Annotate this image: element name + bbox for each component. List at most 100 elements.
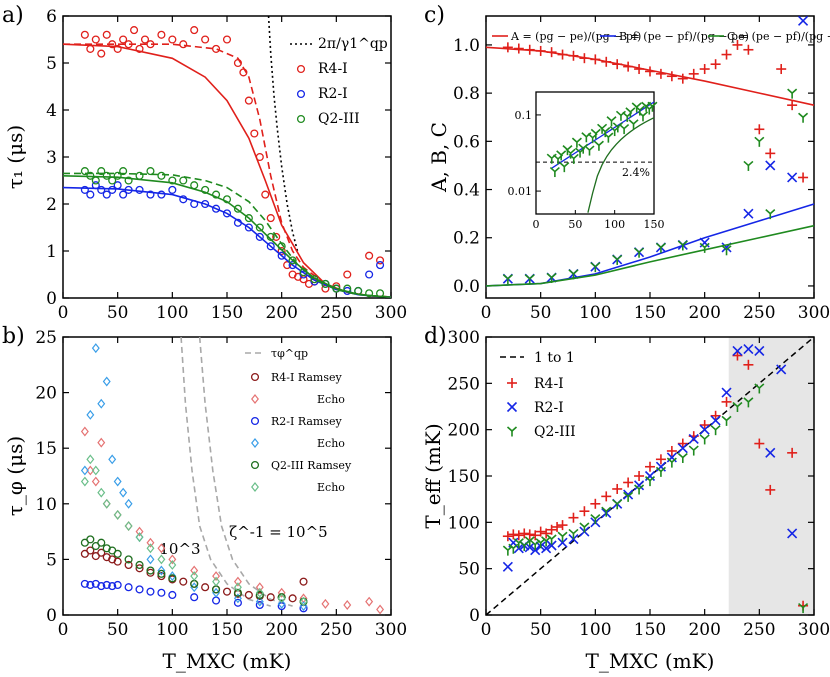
data-point xyxy=(168,554,177,565)
data-point-circle xyxy=(190,181,199,190)
data-point xyxy=(168,176,177,185)
data-point xyxy=(299,270,308,279)
data-point xyxy=(365,289,374,298)
inset-point-arm1 xyxy=(634,105,641,111)
data-point xyxy=(502,274,513,285)
data-point xyxy=(255,587,264,598)
x-tick-label: 250 xyxy=(743,303,775,323)
data-point-circle xyxy=(102,30,111,39)
data-point-arm1 xyxy=(546,272,553,279)
data-point xyxy=(108,185,117,194)
data-point xyxy=(255,232,264,241)
qp-reference-curve xyxy=(180,336,271,607)
y-tick-label: 150 xyxy=(448,467,480,487)
data-point-circle xyxy=(299,270,308,279)
data-point xyxy=(86,44,95,53)
data-point xyxy=(113,509,122,520)
data-point xyxy=(97,437,106,448)
data-point xyxy=(190,199,199,209)
y-tick-label: 0.8 xyxy=(453,84,480,104)
data-point-arm1 xyxy=(699,434,706,440)
data-point xyxy=(754,438,765,449)
inset-point xyxy=(603,132,614,143)
data-point xyxy=(255,152,264,162)
data-point-circle xyxy=(283,261,292,270)
data-point-arm1 xyxy=(743,160,749,167)
legend-marker xyxy=(250,372,260,382)
y-axis-label: τ₁ (μs) xyxy=(3,125,27,189)
series-R2-I Ramsey xyxy=(80,579,308,613)
x-tick-label: 50 xyxy=(530,303,552,323)
data-point xyxy=(552,521,563,532)
data-point xyxy=(119,35,128,44)
inset-point-arm1 xyxy=(600,127,606,133)
data-point xyxy=(299,596,308,607)
data-point-circle xyxy=(146,40,155,49)
data-point-circle xyxy=(124,40,133,49)
data-point-circle xyxy=(244,214,253,223)
legend-marker xyxy=(296,64,306,74)
data-point xyxy=(634,480,645,491)
legend-label: R4-I Ramsey xyxy=(271,371,343,384)
data-point-diamond xyxy=(233,582,242,593)
data-point-circle xyxy=(86,535,95,544)
inset-point-arm2 xyxy=(636,102,642,108)
data-point xyxy=(113,181,122,190)
data-point-diamond xyxy=(97,398,106,409)
data-point-circle xyxy=(108,582,117,591)
inset-point-arm2 xyxy=(595,128,601,134)
inset-point-arm2 xyxy=(576,137,582,143)
data-point xyxy=(212,44,221,53)
y-tick-label: 200 xyxy=(448,421,480,441)
y-tick-label: 25 xyxy=(35,328,57,348)
data-point xyxy=(688,68,699,79)
data-point-arm1 xyxy=(508,543,514,549)
data-point xyxy=(277,598,286,609)
data-point xyxy=(677,438,688,449)
data-point-circle xyxy=(277,242,286,251)
data-point xyxy=(146,537,155,548)
data-point-diamond xyxy=(102,498,111,509)
data-point xyxy=(776,364,787,375)
data-point xyxy=(524,536,535,547)
data-point-arm1 xyxy=(612,499,618,505)
data-point xyxy=(721,49,732,60)
data-point-circle xyxy=(91,35,100,44)
fit-solid xyxy=(62,175,392,298)
inset-point-arm2 xyxy=(629,107,636,113)
data-point xyxy=(502,42,513,53)
data-point-arm1 xyxy=(502,545,509,551)
y-tick-label: 3 xyxy=(46,148,57,168)
data-point-circle xyxy=(376,261,385,270)
inset-point xyxy=(606,116,617,127)
fit-solid xyxy=(485,203,815,287)
data-point xyxy=(108,40,117,49)
data-point xyxy=(201,185,210,194)
inset-x-tick-label: 100 xyxy=(604,218,625,231)
data-point xyxy=(699,434,710,445)
data-point xyxy=(557,531,568,542)
data-point-circle xyxy=(124,176,133,185)
inset-point-arm2 xyxy=(570,148,576,154)
data-point-arm1 xyxy=(666,457,673,463)
data-point-circle xyxy=(343,270,352,279)
data-point xyxy=(579,522,590,533)
data-point xyxy=(113,476,122,487)
axes-frame xyxy=(62,336,392,616)
data-point xyxy=(124,555,133,564)
data-point-arm2 xyxy=(671,457,677,463)
data-point-arm1 xyxy=(798,112,804,118)
data-point-diamond xyxy=(135,532,144,543)
data-point-arm2 xyxy=(726,415,732,421)
series-A = (pg − pe)/(pg − pf) xyxy=(485,39,815,183)
data-point xyxy=(146,568,155,577)
inset-x-tick-label: 0 xyxy=(533,218,540,231)
data-point xyxy=(288,261,297,270)
data-point xyxy=(754,124,765,135)
inset-point xyxy=(559,162,570,173)
data-point-circle xyxy=(233,58,242,68)
data-point xyxy=(124,176,133,185)
inset-point-arm1 xyxy=(615,110,622,116)
data-point xyxy=(168,35,177,44)
data-point xyxy=(365,596,374,607)
